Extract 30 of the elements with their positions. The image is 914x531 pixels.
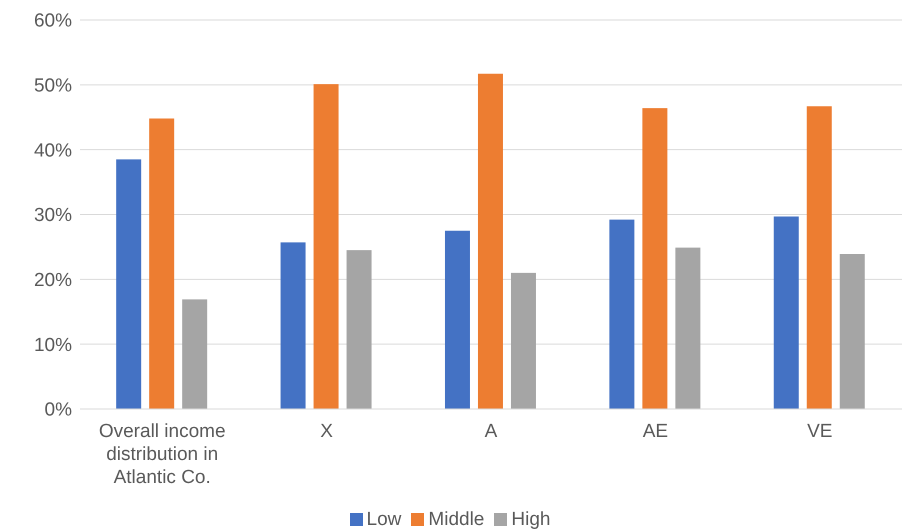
bar: [840, 254, 865, 409]
bar: [774, 216, 799, 409]
bar: [806, 106, 832, 409]
bar: [478, 74, 503, 409]
y-tick-label: 0%: [44, 400, 72, 421]
bar: [182, 299, 208, 409]
legend-label: Low: [366, 509, 402, 530]
y-tick-label: 50%: [34, 76, 72, 97]
bar: [642, 108, 668, 409]
y-tick-label: 10%: [34, 334, 72, 356]
y-tick-label: 20%: [34, 270, 72, 292]
y-tick-label: 30%: [34, 205, 72, 226]
x-tick-label: X: [320, 421, 334, 442]
legend-label: Middle: [428, 509, 484, 530]
bar: [314, 84, 339, 409]
y-tick-label: 60%: [34, 10, 72, 32]
bar: [609, 220, 634, 409]
x-tick-label: AE: [642, 421, 668, 442]
bar: [675, 248, 700, 409]
bar: [510, 272, 536, 409]
bar: [280, 242, 306, 409]
x-tick-label: A: [484, 421, 498, 442]
y-tick-label: 40%: [34, 140, 72, 162]
bar: [116, 159, 142, 409]
x-tick-label: VE: [807, 421, 832, 442]
legend-label: High: [511, 509, 550, 530]
bar: [346, 250, 372, 409]
bar: [444, 230, 470, 409]
x-tick-label: Overall income distribution in Atlantic Co.: [98, 421, 226, 488]
bar: [149, 118, 174, 409]
